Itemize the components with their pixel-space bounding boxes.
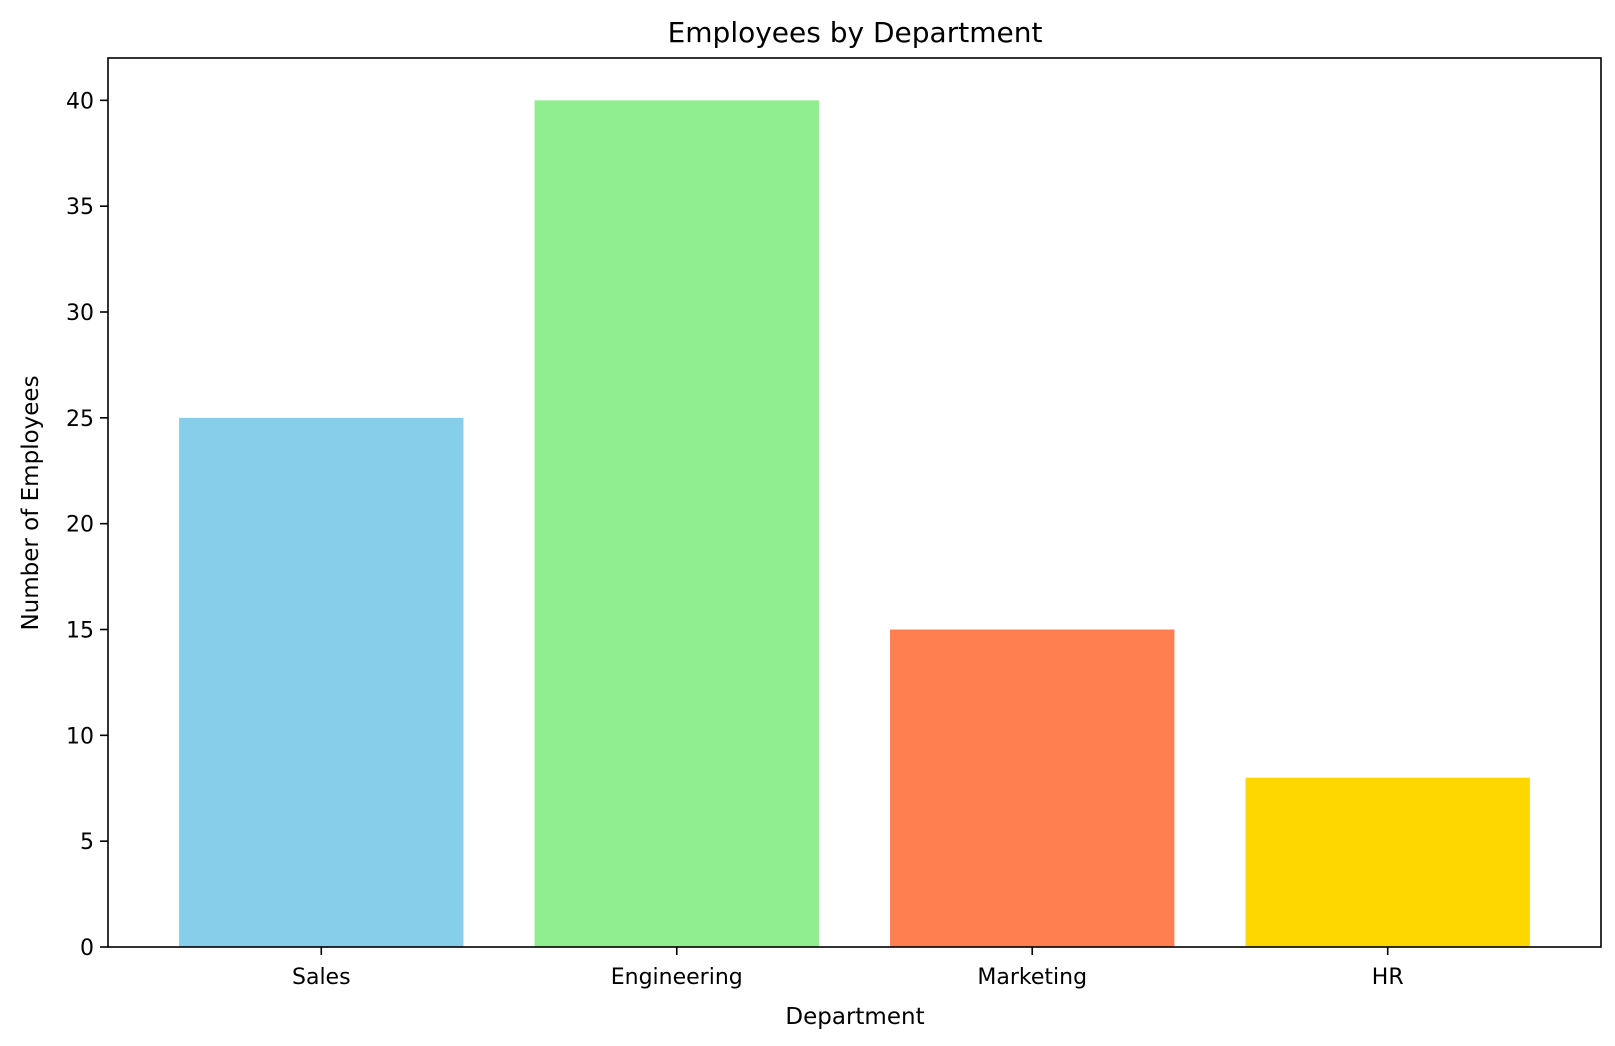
y-tick-label-15: 15 [66, 619, 94, 644]
x-tick-label-marketing: Marketing [977, 965, 1087, 990]
x-axis-label: Department [785, 1004, 924, 1030]
y-tick-label-30: 30 [66, 301, 94, 326]
y-tick-label-40: 40 [66, 89, 94, 114]
x-tick-label-sales: Sales [292, 965, 351, 990]
plot-area: 0 5 10 15 20 25 30 35 40 Sales Engineering Marketi… [66, 57, 1602, 990]
bar-marketing [890, 629, 1175, 947]
y-tick-label-25: 25 [66, 407, 94, 432]
x-tick-label-hr: HR [1372, 965, 1404, 990]
y-tick-label-35: 35 [66, 195, 94, 220]
y-tick-label-20: 20 [66, 513, 94, 538]
bar-hr [1245, 777, 1530, 947]
y-tick-label-10: 10 [66, 724, 94, 749]
bar-engineering [534, 100, 819, 948]
chart-title: Employees by Department [668, 16, 1043, 49]
bars-group [179, 100, 1530, 948]
x-tick-label-engineering: Engineering [611, 965, 743, 990]
y-axis-label: Number of Employees [18, 375, 44, 630]
bar-sales [179, 417, 464, 947]
axes-frame [107, 57, 1602, 948]
y-axis-ticks: 0 5 10 15 20 25 30 35 40 [66, 89, 108, 961]
y-tick-label-0: 0 [80, 936, 94, 961]
x-axis-ticks: Sales Engineering Marketing HR [292, 947, 1404, 990]
y-tick-label-5: 5 [80, 830, 94, 855]
